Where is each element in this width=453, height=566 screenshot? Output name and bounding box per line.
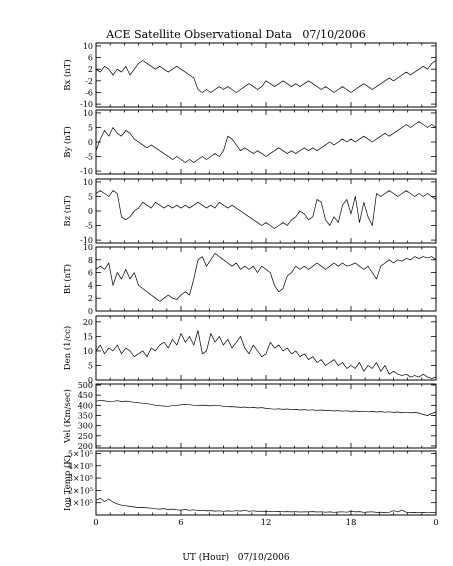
panels-group: -10 -6 -2 2 6 10 Bx (nT) -10 -5 0 5 10 By (nT) -10 -5 0… [62,42,439,528]
y-tick-label: 6 [88,269,93,278]
panel-frame [95,383,437,449]
y-axis-label: Vel (Km/sec) [62,389,73,444]
panel-frame [95,246,437,312]
y-tick-label: 0 [88,207,93,216]
y-tick-label: 5×10⁵ [68,449,93,458]
panel-frame [95,450,437,516]
series-line-bz [95,190,437,229]
y-tick-label: 5 [88,361,93,370]
y-tick-label: 0 [88,307,93,316]
y-tick-label: -5 [85,222,93,231]
y-tick-label: -5 [85,153,93,162]
series-line-bx [95,60,437,93]
series-line-bt [95,253,437,302]
panel-by: -10 -5 0 5 10 By (nT) [62,109,437,176]
series-line-den [95,330,437,379]
y-tick-label: 250 [78,432,93,441]
panel-frame [95,315,437,381]
y-tick-label: 10 [83,243,93,252]
y-tick-label: 4 [88,281,93,290]
panel-bt: 0 2 4 6 8 10 Bt (nT) [62,243,437,316]
y-tick-label: 4×10⁵ [68,462,93,471]
y-tick-label: 0 [88,138,93,147]
y-tick-label: 0 [88,376,93,385]
y-tick-label: 500 [78,381,93,390]
y-tick-label: -10 [80,100,93,109]
y-tick-label: 2×10⁵ [68,486,93,495]
y-tick-label: 15 [83,332,93,341]
y-tick-label: 6 [88,54,93,63]
series-line-vel [95,399,437,416]
series-line-temp [95,498,437,514]
y-tick-label: -2 [85,77,93,86]
x-tick-label: 12 [261,518,272,528]
y-axis-label: By (nT) [62,126,73,158]
y-tick-label: 10 [83,109,93,118]
y-tick-label: 450 [78,391,93,400]
y-tick-label: -6 [85,88,93,97]
panel-den: 0 5 10 15 20 Den (1/cc) [62,315,437,385]
y-tick-label: 400 [78,401,93,410]
y-axis-label: Bt (nT) [62,264,73,294]
y-axis-label: Bz (nT) [62,195,73,226]
y-tick-label: 300 [78,422,93,431]
panel-bz: -10 -5 0 5 10 Bz (nT) [62,178,437,245]
x-tick-label: 0 [433,518,438,528]
y-axis-label: Bx (nT) [62,59,73,91]
x-axis-label: UT (Hour) 07/10/2006 [182,552,290,563]
y-tick-label: 10 [83,42,93,51]
chart-title: ACE Satellite Observational Data 07/10/2… [105,28,366,41]
series-line-by [95,121,437,163]
y-tick-label: 10 [83,178,93,187]
y-axis-label: Den (1/cc) [62,326,73,370]
y-tick-label: 20 [83,318,93,327]
x-tick-label: 0 [93,518,98,528]
y-axis-label: Ion Temp (K) [62,455,73,511]
panel-bx: -10 -6 -2 2 6 10 Bx (nT) [62,42,437,109]
y-tick-label: -10 [80,167,93,176]
y-tick-label: 2 [88,294,93,303]
y-tick-label: 2 [88,65,93,74]
x-tick-label: 6 [178,518,183,528]
x-tick-label: 18 [346,518,357,528]
y-tick-label: 5 [88,192,93,201]
y-tick-label: 3×10⁵ [68,474,93,483]
y-tick-label: -10 [80,236,93,245]
panel-frame [95,42,437,108]
panel-frame [95,178,437,244]
y-tick-label: 5 [88,123,93,132]
panel-frame [95,109,437,175]
y-tick-label: 8 [88,256,93,265]
y-tick-label: 350 [78,411,93,420]
y-tick-label: 10 [83,347,93,356]
y-tick-label: 1×10⁵ [68,499,93,508]
y-tick-label: 200 [78,442,93,451]
